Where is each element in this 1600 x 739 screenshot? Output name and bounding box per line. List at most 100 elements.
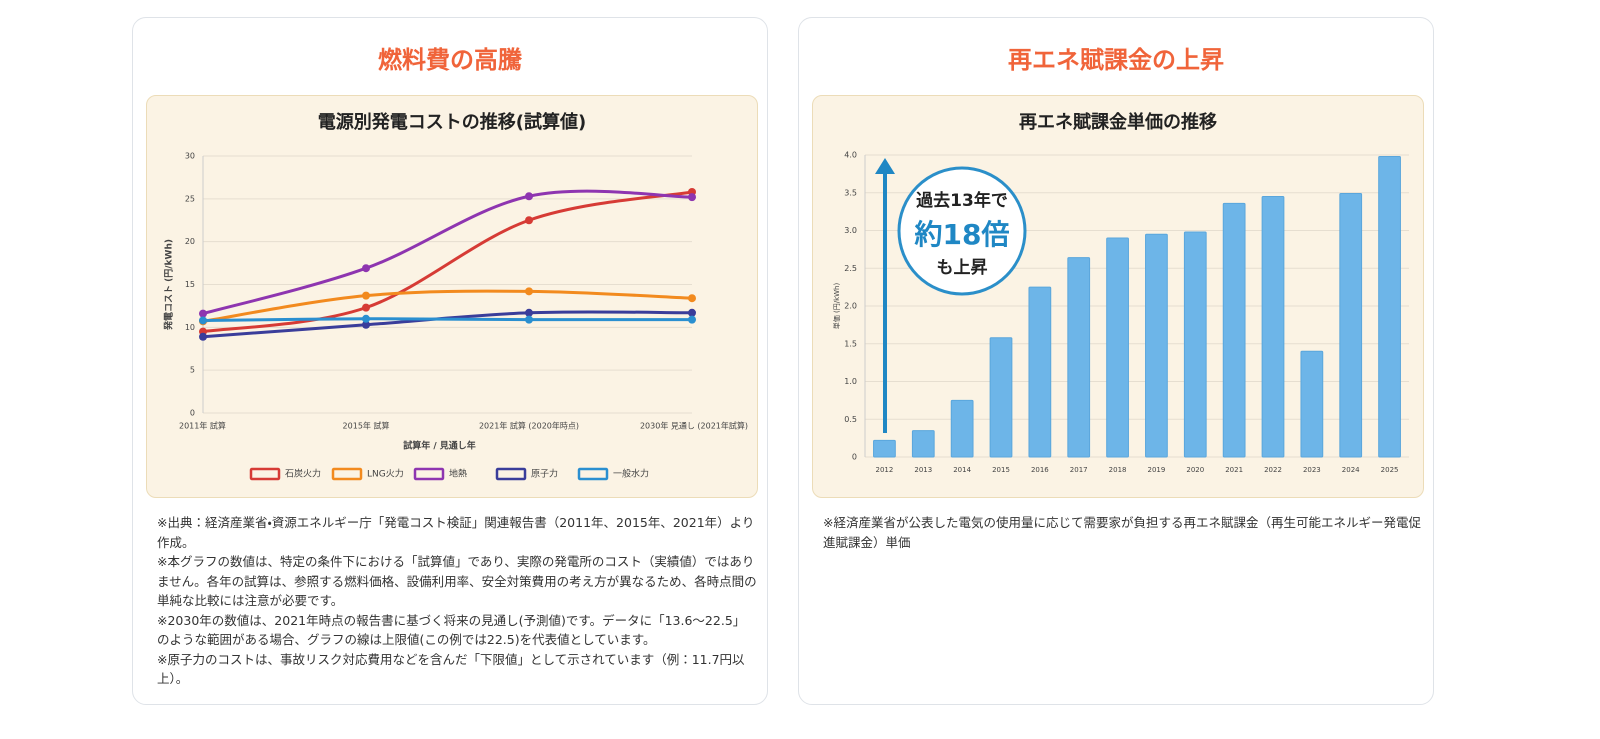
x-tick-label: 2012: [876, 466, 894, 474]
x-tick-label: 2021: [1225, 466, 1243, 474]
legend-label: 一般水力: [613, 468, 649, 480]
point: [688, 315, 696, 324]
notes: ※出典：経済産業省・資源エネルギー庁「発電コスト検証」関連報告書（2011年、2…: [157, 513, 757, 689]
point: [362, 303, 370, 312]
annotation-text: も上昇: [937, 258, 988, 278]
y-tick-label: 25: [185, 194, 195, 203]
note: ※原子力のコストは、事故リスク対応費用などを含んだ「下限値」として示されています…: [157, 651, 745, 687]
legend-label: 原子力: [531, 468, 558, 480]
y-tick-label: 0: [190, 409, 195, 418]
legend-swatch: [577, 467, 609, 481]
chart: 再エネ賦課金単価の推移 0 0.5 1.0 1.5 2.0 2.5 3.0 3.5 4.0 単価 (…: [832, 111, 1409, 474]
chart-panel: 電源別発電コストの推移(試算値) 0 5 10 15 20 25 30 発電コスト (円/kWh…: [146, 95, 758, 498]
bar: [1106, 237, 1129, 458]
legend-swatch: [413, 467, 445, 481]
point: [362, 291, 370, 300]
y-axis-label: 単価 (円/kWh): [832, 283, 841, 330]
point: [525, 216, 533, 225]
card: 再エネ賦課金の上昇 再エネ賦課金単価の推移 0 0.5 1.0 1.5 2.0 2.5 3.0…: [798, 17, 1434, 705]
annotation-badge: [897, 166, 1027, 296]
x-tick-label: 2030年 見通し (2021年試算): [640, 421, 748, 431]
point: [199, 332, 207, 341]
note: ※出典：経済産業省・資源エネルギー庁「発電コスト検証」関連報告書（2011年、2…: [157, 515, 755, 550]
point: [362, 314, 370, 323]
bar: [911, 430, 935, 458]
chart-panel: 再エネ賦課金単価の推移 0 0.5 1.0 1.5 2.0 2.5 3.0 3.5 4.0 単価 (…: [812, 95, 1424, 498]
point: [525, 308, 533, 317]
card-heading: 再エネ賦課金の上昇: [1008, 46, 1224, 74]
annotation-text: 約18倍: [914, 218, 1010, 251]
bar: [950, 399, 974, 458]
x-tick-label: 2020: [1186, 466, 1204, 474]
legend-swatch: [495, 467, 527, 481]
card-heading: 燃料費の高騰: [378, 46, 522, 74]
point: [688, 193, 696, 202]
bar: [1183, 231, 1207, 458]
y-tick-label: 0: [852, 453, 857, 462]
series-line: [202, 189, 693, 316]
notes: ※経済産業省が公表した電気の使用量に応じて需要家が負担する再エネ賦課金（再生可能…: [823, 513, 1423, 552]
legend-label: 地熱: [449, 468, 467, 480]
x-tick-label: 2014: [953, 466, 971, 474]
bar: [1067, 257, 1091, 458]
bar: [873, 439, 896, 458]
y-tick-label: 1.0: [844, 377, 857, 386]
x-tick-label: 2013: [914, 466, 932, 474]
legend-swatch: [331, 467, 363, 481]
x-tick-label: 2023: [1303, 466, 1321, 474]
series-line: [202, 317, 693, 322]
legend-label: 石炭火力: [285, 468, 321, 480]
x-tick-label: 2019: [1148, 466, 1166, 474]
annotation-text: 過去13年で: [916, 190, 1008, 211]
chart: 電源別発電コストの推移(試算値) 0 5 10 15 20 25 30 発電コスト (円/kWh…: [163, 111, 748, 481]
point: [362, 320, 370, 329]
note: ※本グラフの数値は、特定の条件下における「試算値」であり、実際の発電所のコスト（…: [157, 554, 757, 608]
y-axis-label: 発電コスト (円/kWh): [163, 239, 175, 331]
y-tick-label: 0.5: [844, 415, 857, 424]
point: [525, 315, 533, 324]
y-tick-label: 4.0: [844, 151, 857, 160]
bar: [1028, 286, 1052, 458]
y-tick-label: 20: [185, 237, 195, 246]
x-tick-label: 2021年 試算 (2020年時点): [479, 421, 579, 431]
x-tick-label: 2015: [992, 466, 1010, 474]
y-tick-label: 5: [190, 366, 195, 375]
note: ※経済産業省が公表した電気の使用量に応じて需要家が負担する再エネ賦課金（再生可能…: [823, 515, 1421, 550]
series-line: [202, 289, 693, 323]
point: [362, 264, 370, 273]
card: 燃料費の高騰 電源別発電コストの推移(試算値) 0 5 10 15 20 25 30 発電コスト…: [132, 17, 768, 705]
y-tick-label: 10: [185, 323, 195, 332]
bar: [1339, 193, 1363, 458]
bar: [1145, 233, 1168, 458]
bar: [1261, 196, 1285, 458]
bar: [1378, 156, 1401, 458]
bar: [1300, 350, 1324, 458]
x-tick-label: 2024: [1342, 466, 1360, 474]
y-tick-label: 1.5: [844, 339, 857, 348]
x-tick-label: 2015年 試算: [343, 421, 390, 431]
y-tick-label: 3.5: [844, 188, 857, 197]
y-tick-label: 2.5: [844, 264, 857, 273]
series-line: [202, 190, 693, 334]
point: [199, 309, 207, 318]
x-tick-label: 2018: [1109, 466, 1127, 474]
note: ※2030年の数値は、2021年時点の報告書に基づく将来の見通し(予測値)です。…: [157, 612, 746, 648]
x-tick-label: 2025: [1381, 466, 1399, 474]
point: [688, 308, 696, 317]
point: [525, 287, 533, 296]
x-axis-label: 試算年 / 見通し年: [403, 440, 476, 452]
x-tick-label: 2016: [1031, 466, 1049, 474]
x-tick-label: 2011年 試算: [179, 421, 226, 431]
chart-title: 電源別発電コストの推移(試算値): [318, 111, 586, 133]
bar: [989, 337, 1013, 458]
legend-swatch: [249, 467, 281, 481]
chart-title: 再エネ賦課金単価の推移: [1019, 111, 1217, 133]
y-tick-label: 2.0: [844, 302, 857, 311]
y-tick-label: 3.0: [844, 226, 857, 235]
legend-label: LNG火力: [367, 468, 404, 480]
point: [688, 294, 696, 303]
arrow-head: [875, 158, 895, 174]
y-tick-label: 15: [185, 280, 195, 289]
bar: [1222, 202, 1246, 458]
